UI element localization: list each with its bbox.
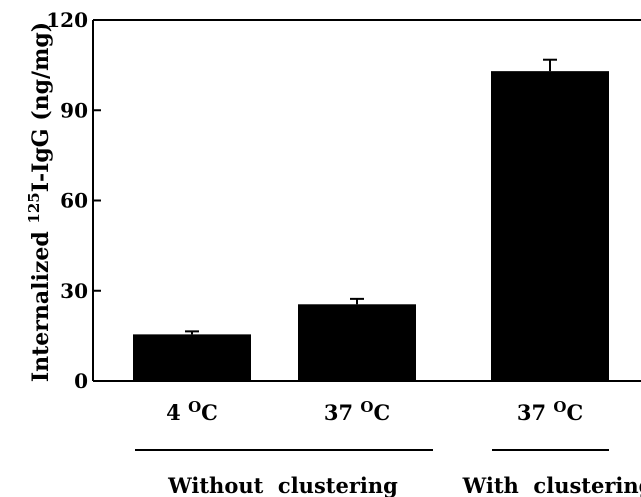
category-label: 4 OC [166, 398, 218, 425]
category-label: 37 OC [517, 398, 583, 425]
group-label: With clustering [462, 473, 641, 497]
category-label: 37 OC [324, 398, 390, 425]
category-labels: 4 OC 37 OC 37 OC [166, 398, 583, 425]
y-tick-label: 90 [60, 98, 88, 122]
group-label: Without clustering [167, 473, 398, 497]
y-tick-label: 30 [60, 279, 88, 303]
y-axis-label: Internalized 125I-IgG (ng/mg) [25, 22, 54, 382]
bars [133, 58, 609, 382]
y-ticks: 0 30 60 90 120 [46, 8, 101, 393]
group-labels: Without clustering With clustering [135, 449, 641, 497]
bar [133, 334, 251, 381]
y-tick-label: 60 [60, 189, 88, 213]
y-tick-label: 0 [74, 369, 88, 393]
bar [298, 304, 416, 381]
y-tick-label: 120 [46, 8, 88, 32]
bar [491, 71, 609, 382]
